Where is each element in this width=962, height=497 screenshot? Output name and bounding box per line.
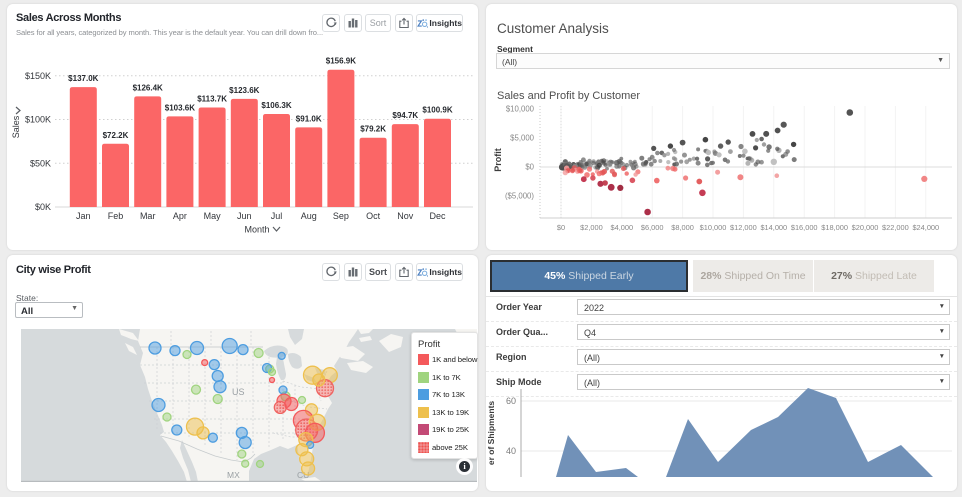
svg-text:$24,000: $24,000 — [912, 223, 939, 232]
svg-text:$50K: $50K — [30, 158, 51, 168]
svg-text:MX: MX — [227, 470, 240, 480]
svg-text:May: May — [204, 211, 222, 221]
svg-text:$113.7K: $113.7K — [197, 95, 227, 104]
svg-text:Mar: Mar — [140, 211, 156, 221]
svg-text:$72.2K: $72.2K — [103, 131, 129, 140]
svg-text:$100K: $100K — [25, 115, 51, 125]
svg-text:$10,000: $10,000 — [700, 223, 727, 232]
svg-text:Dec: Dec — [429, 211, 446, 221]
svg-text:$123.6K: $123.6K — [229, 86, 259, 95]
svg-text:Sales: Sales — [11, 115, 21, 138]
svg-text:Jan: Jan — [76, 211, 91, 221]
svg-text:$12,000: $12,000 — [730, 223, 757, 232]
svg-text:Sep: Sep — [333, 211, 349, 221]
svg-text:$20,000: $20,000 — [852, 223, 879, 232]
svg-text:CU: CU — [297, 470, 309, 480]
svg-text:Jun: Jun — [237, 211, 252, 221]
svg-text:$103.6K: $103.6K — [165, 103, 195, 112]
svg-text:$100.9K: $100.9K — [422, 106, 452, 115]
svg-text:Month: Month — [244, 225, 269, 235]
svg-text:Apr: Apr — [173, 211, 187, 221]
svg-text:$94.7K: $94.7K — [392, 111, 418, 120]
svg-text:Aug: Aug — [301, 211, 317, 221]
svg-text:$5,000: $5,000 — [510, 134, 535, 143]
svg-text:$0K: $0K — [35, 202, 51, 212]
svg-text:Oct: Oct — [366, 211, 381, 221]
svg-text:$137.0K: $137.0K — [68, 74, 98, 83]
svg-text:$79.2K: $79.2K — [360, 125, 386, 134]
svg-text:$126.4K: $126.4K — [133, 83, 163, 92]
svg-text:$22,000: $22,000 — [882, 223, 909, 232]
svg-text:40: 40 — [506, 446, 516, 456]
svg-text:$16,000: $16,000 — [791, 223, 818, 232]
svg-text:Jul: Jul — [271, 211, 283, 221]
svg-text:$8,000: $8,000 — [671, 223, 694, 232]
svg-text:$10,000: $10,000 — [506, 105, 535, 114]
svg-text:$4,000: $4,000 — [610, 223, 633, 232]
svg-text:Profit: Profit — [493, 148, 503, 172]
svg-text:$106.3K: $106.3K — [261, 101, 291, 110]
svg-text:$156.9K: $156.9K — [326, 57, 356, 66]
svg-text:$0: $0 — [525, 163, 534, 172]
svg-text:60: 60 — [506, 396, 516, 406]
svg-text:Nov: Nov — [397, 211, 414, 221]
svg-text:($5,000): ($5,000) — [505, 192, 534, 201]
svg-text:Feb: Feb — [108, 211, 124, 221]
svg-text:$150K: $150K — [25, 71, 51, 81]
svg-text:$14,000: $14,000 — [760, 223, 787, 232]
svg-text:$91.0K: $91.0K — [296, 114, 322, 123]
svg-text:$0: $0 — [557, 223, 565, 232]
svg-text:$2,000: $2,000 — [580, 223, 603, 232]
svg-text:er of Shipments: er of Shipments — [486, 401, 496, 466]
svg-text:$6,000: $6,000 — [641, 223, 664, 232]
svg-text:$18,000: $18,000 — [821, 223, 848, 232]
svg-text:US: US — [232, 387, 245, 397]
